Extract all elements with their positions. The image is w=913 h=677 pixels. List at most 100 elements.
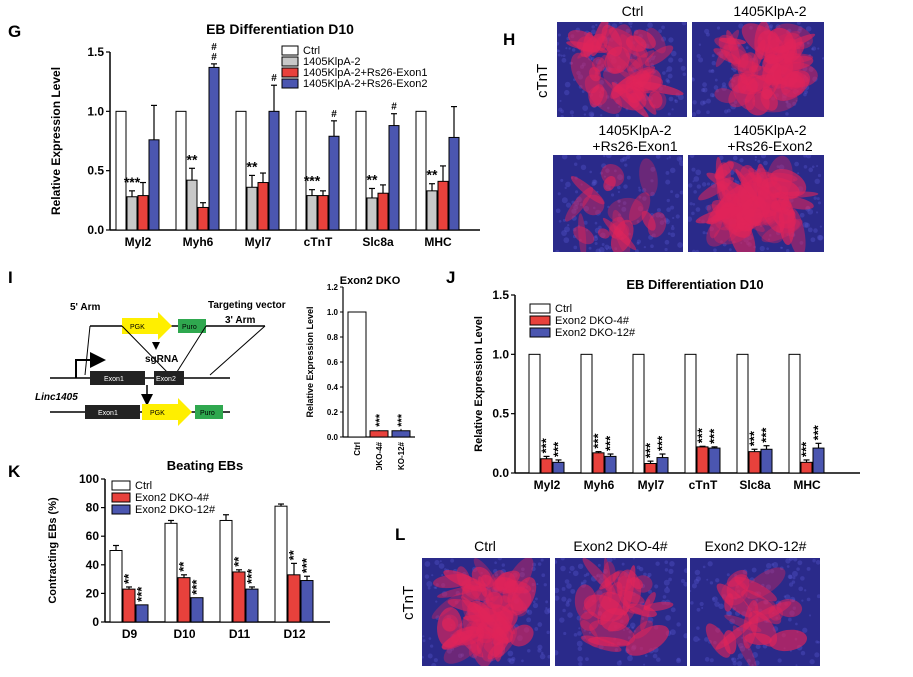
puro-box-bottom xyxy=(195,405,223,419)
bar xyxy=(426,190,438,231)
panel-h-label-klpa: 1405KlpA-2 xyxy=(733,3,807,19)
nucleus-dot xyxy=(747,596,750,599)
nucleus-dot xyxy=(536,583,539,586)
legend-swatch xyxy=(529,327,551,338)
nucleus-dot xyxy=(665,78,670,83)
nucleus-dot xyxy=(527,649,531,653)
nucleus-dot xyxy=(650,179,654,183)
significance-mark: ** xyxy=(187,151,198,167)
nucleus-dot xyxy=(555,587,560,594)
nucleus-dot xyxy=(747,648,750,651)
ctnt-signal xyxy=(628,50,655,72)
nucleus-dot xyxy=(713,85,719,90)
nucleus-dot xyxy=(736,661,743,666)
nucleus-dot xyxy=(745,46,749,50)
nucleus-dot xyxy=(705,232,708,235)
nucleus-dot xyxy=(754,159,757,162)
nucleus-dot xyxy=(595,209,601,216)
nucleus-dot xyxy=(493,568,498,574)
nucleus-dot xyxy=(589,170,592,174)
nucleus-dot xyxy=(788,575,793,580)
bar xyxy=(115,110,127,231)
nucleus-dot xyxy=(706,182,711,186)
bar xyxy=(257,182,269,231)
nucleus-dot xyxy=(555,208,561,214)
ctnt-signal xyxy=(723,630,737,655)
ctnt-signal xyxy=(600,164,625,187)
nucleus-dot xyxy=(718,603,724,609)
significance-mark: # xyxy=(271,73,277,84)
nucleus-dot xyxy=(603,175,607,178)
micrograph-image xyxy=(553,155,683,252)
nucleus-dot xyxy=(754,156,758,159)
nucleus-dot xyxy=(755,644,761,650)
nucleus-dot xyxy=(813,228,818,233)
nucleus-dot xyxy=(647,617,654,623)
nucleus-dot xyxy=(557,192,561,196)
nucleus-dot xyxy=(676,657,681,662)
nucleus-dot xyxy=(666,157,669,160)
nucleus-dot xyxy=(763,160,768,166)
significance-mark: *** xyxy=(707,428,722,444)
nucleus-dot xyxy=(561,197,568,204)
bar xyxy=(347,311,367,438)
ctnt-signal xyxy=(509,624,534,647)
nucleus-dot xyxy=(775,616,779,620)
nucleus-dot xyxy=(776,165,780,168)
nucleus-dot xyxy=(709,226,714,232)
x-tick-label: Myl7 xyxy=(638,478,665,492)
bar xyxy=(736,353,749,474)
ctnt-signal xyxy=(431,592,464,619)
nucleus-dot xyxy=(709,658,714,663)
nucleus-dot xyxy=(630,66,637,73)
nucleus-dot xyxy=(565,181,571,188)
bar xyxy=(684,353,697,474)
nucleus-dot xyxy=(569,110,575,115)
ctnt-signal xyxy=(647,211,667,238)
nucleus-dot xyxy=(422,635,425,638)
nucleus-dot xyxy=(676,622,681,627)
nucleus-dot xyxy=(806,41,810,45)
nucleus-dot xyxy=(621,206,627,212)
nucleus-dot xyxy=(539,653,546,660)
y-axis-label: Relative Expression Level xyxy=(305,306,315,417)
nucleus-dot xyxy=(704,657,710,662)
nucleus-dot xyxy=(796,567,800,571)
nucleus-dot xyxy=(434,586,438,590)
nucleus-dot xyxy=(787,574,793,580)
nucleus-dot xyxy=(636,239,642,244)
significance-mark: *** xyxy=(603,435,618,451)
legend-swatch xyxy=(281,45,299,56)
nucleus-dot xyxy=(803,589,807,592)
nucleus-dot xyxy=(557,41,560,46)
nucleus-dot xyxy=(767,174,770,177)
nucleus-dot xyxy=(752,651,759,658)
nucleus-dot xyxy=(701,182,707,187)
nucleus-dot xyxy=(600,114,603,117)
nucleus-dot xyxy=(816,594,820,599)
nucleus-dot xyxy=(729,618,735,625)
nucleus-dot xyxy=(661,25,665,30)
nucleus-dot xyxy=(711,60,716,66)
nucleus-dot xyxy=(621,562,625,566)
x-tick-label: D11 xyxy=(229,627,251,641)
legend-label: Ctrl xyxy=(135,480,152,492)
x-tick-label: Slc8a xyxy=(362,235,394,249)
nucleus-dot xyxy=(732,67,737,72)
nucleus-dot xyxy=(650,191,655,197)
nucleus-dot xyxy=(806,566,811,571)
nucleus-dot xyxy=(677,94,684,101)
nucleus-dot xyxy=(815,640,819,644)
nucleus-dot xyxy=(543,583,547,587)
nucleus-dot xyxy=(564,579,570,584)
nucleus-dot xyxy=(617,190,621,194)
cross-line-4 xyxy=(209,325,266,376)
nucleus-dot xyxy=(663,579,670,586)
nucleus-dot xyxy=(531,566,536,572)
nucleus-dot xyxy=(801,599,804,602)
nucleus-dot xyxy=(573,633,578,637)
nucleus-dot xyxy=(699,601,704,607)
nucleus-dot xyxy=(691,249,696,252)
nucleus-dot xyxy=(438,563,445,569)
nucleus-dot xyxy=(771,563,774,566)
